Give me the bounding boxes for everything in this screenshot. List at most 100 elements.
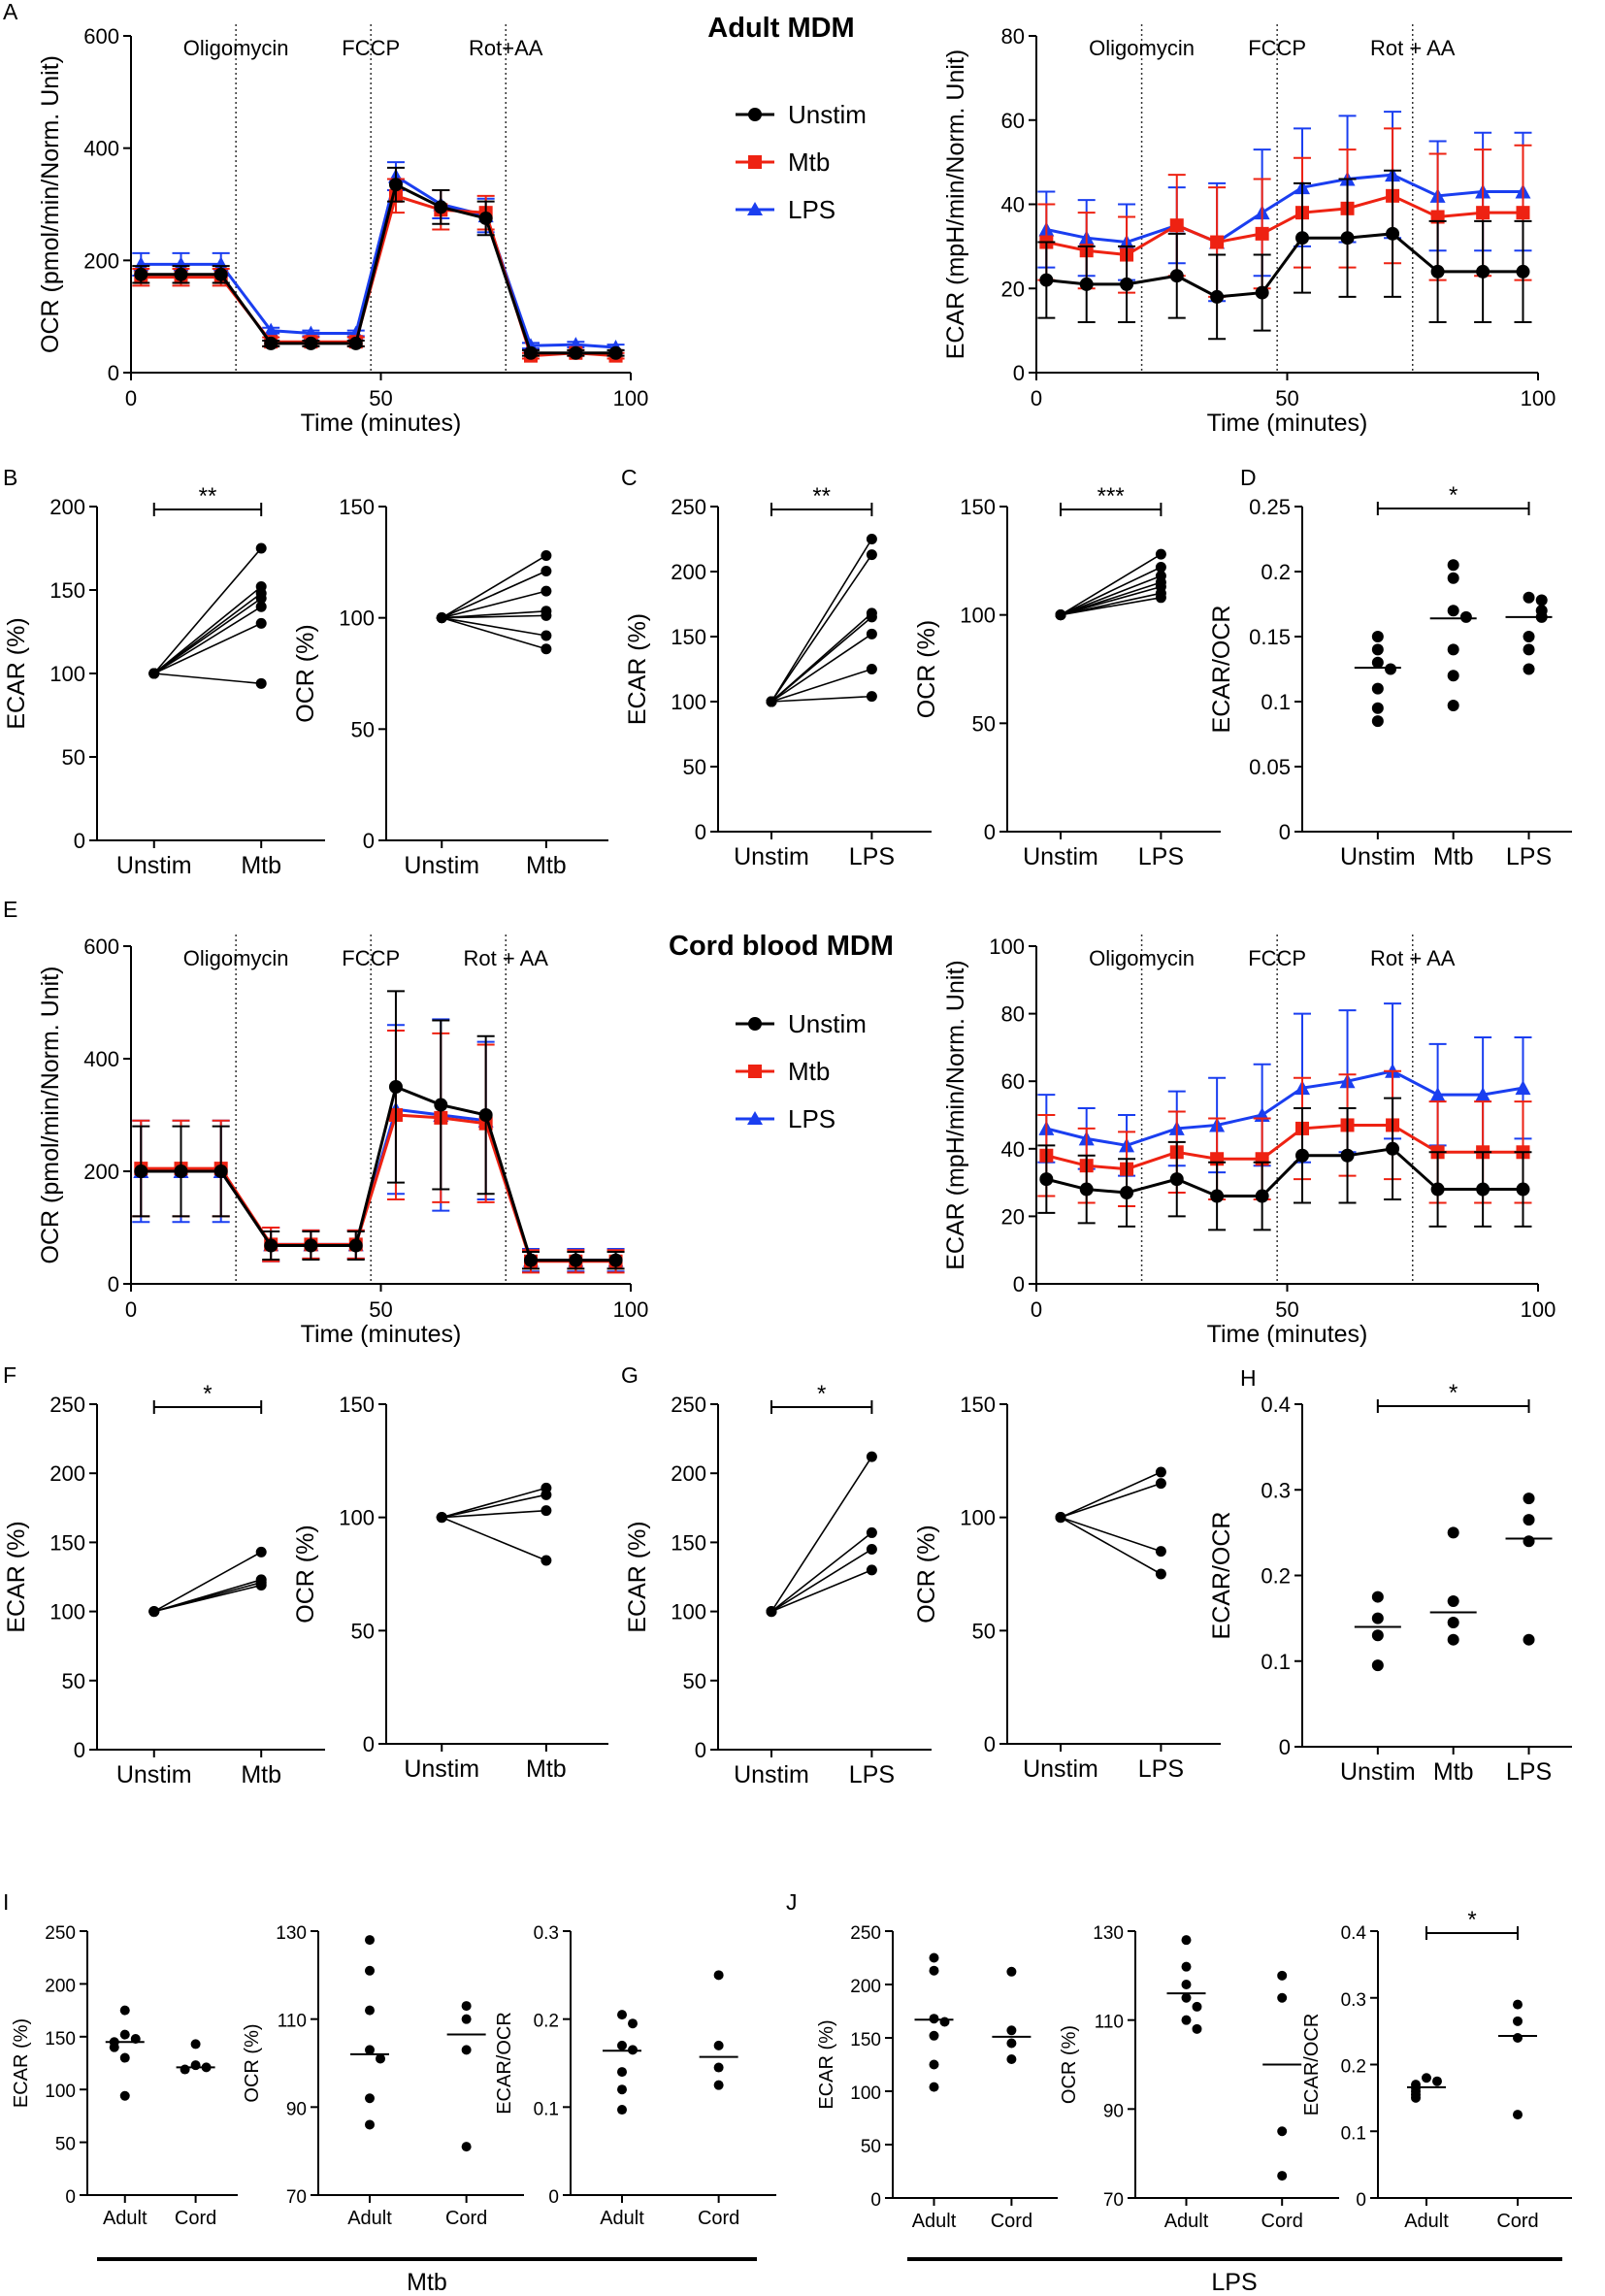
pair-line [442, 616, 547, 637]
x-tick-label: 50 [369, 386, 392, 410]
y-tick-label: 250 [671, 1393, 706, 1417]
x-tick-label: 0 [125, 386, 137, 410]
pair-line [442, 590, 547, 619]
y-tick-label: 0 [984, 1732, 996, 1756]
y-tick-label: 400 [83, 137, 119, 161]
data-point [264, 336, 278, 350]
panel-label-h: H [1240, 1365, 1257, 1391]
y-tick-label: 100 [49, 1600, 85, 1624]
y-tick-label: 250 [45, 1923, 76, 1944]
data-point [713, 2062, 724, 2073]
data-point [1371, 1659, 1384, 1672]
data-point [1169, 218, 1184, 233]
y-tick-label: 0.05 [1249, 755, 1291, 779]
y-tick-label: 0 [1279, 820, 1291, 844]
series-line [1045, 1147, 1523, 1198]
data-point [1006, 2025, 1017, 2036]
x-tick-label: 50 [1275, 386, 1298, 410]
y-tick-label: 0.2 [534, 2012, 559, 2032]
data-point [1447, 1633, 1459, 1646]
data-point [713, 2040, 724, 2050]
x-category-label: Unstim [1023, 843, 1098, 870]
data-point [1430, 1182, 1445, 1197]
series-unstim [132, 990, 625, 1270]
data-point [1371, 1591, 1384, 1603]
data-point [1255, 285, 1269, 300]
data-point [365, 2119, 375, 2130]
series-unstim [132, 166, 625, 360]
y-tick-label: 400 [83, 1047, 119, 1071]
y-tick-label: 150 [671, 625, 706, 649]
paired-sample [1055, 576, 1166, 621]
y-tick-label: 50 [972, 711, 996, 736]
chart-b-ocr: 0 50 100 150 OCR (%) Unstim Mtb [292, 495, 608, 879]
data-point [617, 2105, 627, 2116]
group-lps [1505, 1492, 1553, 1646]
chart-i-ecar: 0 50 100 150 200 250 ECAR (%) Adult Cord [11, 1923, 238, 2229]
chart-j-ocr: 70 90 110 130 OCR (%) Adult Cord [1059, 1923, 1339, 2232]
y-tick-label: 150 [339, 1393, 375, 1417]
pair-line [770, 1548, 872, 1613]
panel-label-j: J [786, 1889, 798, 1915]
data-point [1340, 1148, 1355, 1163]
data-point [1371, 682, 1384, 695]
data-point [1277, 2171, 1288, 2181]
y-tick-label: 50 [62, 1669, 85, 1693]
data-point [304, 336, 318, 350]
data-point [109, 2042, 119, 2052]
data-point [436, 612, 447, 624]
data-point [1155, 562, 1166, 574]
pair-line [442, 616, 547, 650]
x-category-label: Mtb [1433, 843, 1474, 870]
x-axis-label: Time (minutes) [301, 1321, 462, 1348]
data-point [1447, 700, 1459, 712]
pair-line [442, 1487, 547, 1519]
data-point [1422, 2073, 1431, 2083]
y-axis-label: ECAR/OCR [1208, 1512, 1235, 1640]
data-point [190, 2060, 201, 2071]
injection-label: Oligomycin [1089, 946, 1195, 970]
x-category-label: Adult [1404, 2211, 1449, 2232]
paired-sample [766, 1451, 877, 1618]
y-tick-label: 0 [108, 1272, 119, 1296]
pair-line [770, 616, 872, 703]
y-tick-label: 0.3 [534, 1923, 559, 1944]
significance-label: ** [812, 483, 831, 509]
injection-label: Oligomycin [183, 36, 289, 60]
y-tick-label: 90 [286, 2099, 307, 2119]
data-point [461, 2142, 472, 2152]
data-point [1516, 1182, 1530, 1197]
x-tick-label: 50 [1275, 1297, 1298, 1322]
y-tick-label: 40 [1001, 193, 1025, 217]
chart-j-ratio: 0 0.1 0.2 0.3 0.4 ECAR/OCR Adult Cord * [1301, 1907, 1572, 2232]
y-axis-label: ECAR (%) [624, 1521, 651, 1632]
significance-label: *** [1097, 483, 1125, 509]
data-point [1006, 2054, 1017, 2064]
x-category-label: Cord [445, 2208, 487, 2229]
x-tick-label: 50 [369, 1297, 392, 1322]
y-tick-label: 0.2 [1261, 1564, 1291, 1589]
data-point [569, 345, 583, 360]
data-point [1513, 2110, 1523, 2120]
chart-c-ocr: 0 50 100 150 OCR (%) Unstim LPS *** [913, 483, 1221, 870]
legend-item-unstim: Unstim [736, 1009, 867, 1038]
y-tick-label: 150 [960, 1393, 996, 1417]
chart-f-ocr: 0 50 100 150 OCR (%) Unstim Mtb [292, 1393, 608, 1783]
data-point [1079, 277, 1094, 291]
legend-adult: Unstim Mtb LPS [736, 100, 867, 224]
x-category-label: Cord [698, 2208, 739, 2229]
chart-i-ratio: 0 0.1 0.2 0.3 ECAR/OCR Adult Cord [494, 1923, 776, 2229]
data-point [628, 2018, 638, 2029]
data-point [866, 664, 877, 674]
data-point [617, 2040, 627, 2050]
data-point [1120, 1186, 1134, 1200]
pair-line [770, 554, 873, 703]
data-point [134, 267, 148, 281]
y-tick-label: 0 [870, 2190, 881, 2211]
pair-line [441, 554, 547, 619]
y-tick-label: 50 [972, 1619, 996, 1643]
panel-label-d: D [1240, 465, 1257, 490]
y-axis-label: OCR (pmol/min/Norm. Unit) [37, 55, 64, 353]
data-point [348, 336, 363, 350]
